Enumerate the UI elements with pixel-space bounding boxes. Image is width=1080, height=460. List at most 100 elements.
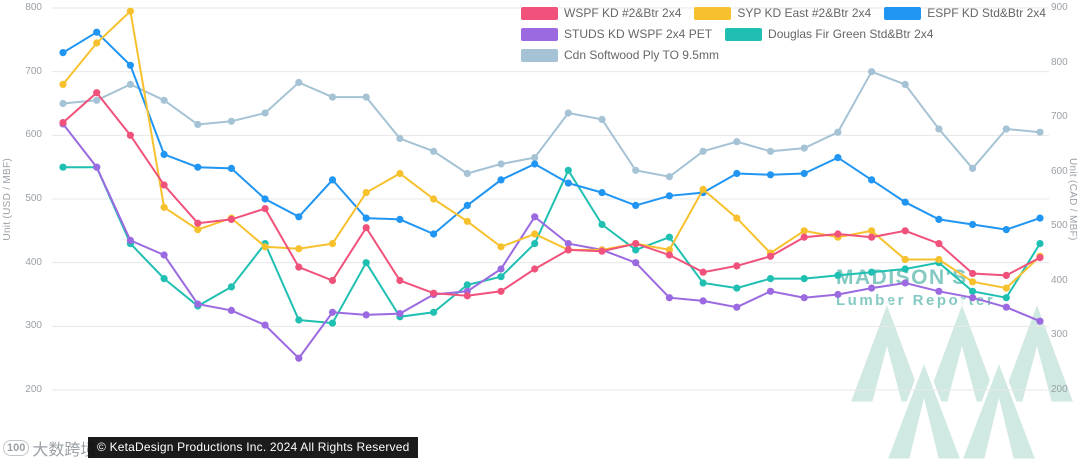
data-point xyxy=(632,201,640,209)
data-point xyxy=(665,246,674,254)
data-point xyxy=(699,268,707,276)
data-point xyxy=(396,134,404,143)
data-point xyxy=(362,214,370,222)
data-point xyxy=(362,189,370,197)
data-point xyxy=(598,246,606,254)
chart-legend: WSPF KD #2&Btr 2x4 SYP KD East #2&Btr 2x4… xyxy=(521,6,1073,62)
data-point xyxy=(328,176,337,184)
legend-item-wspf-kd-2-btr-2x4[interactable]: WSPF KD #2&Btr 2x4 xyxy=(521,6,681,20)
data-point xyxy=(362,93,370,101)
data-point xyxy=(59,80,67,88)
data-point xyxy=(328,93,337,101)
data-point xyxy=(868,68,876,76)
data-point xyxy=(126,61,134,69)
series-line xyxy=(62,70,1041,178)
data-point xyxy=(497,287,505,295)
data-point xyxy=(665,251,674,259)
data-point xyxy=(766,275,775,283)
data-point xyxy=(160,251,168,259)
data-point xyxy=(194,302,202,310)
legend-item-espf-kd-std-btr-2x4[interactable]: ESPF KD Std&Btr 2x4 xyxy=(884,6,1046,20)
data-point xyxy=(295,213,303,221)
data-point xyxy=(430,308,438,316)
legend-swatch xyxy=(521,6,558,20)
data-point xyxy=(665,173,674,181)
left-tick-700: 700 xyxy=(25,65,42,77)
right-tick-500: 500 xyxy=(1051,220,1068,232)
right-tick-400: 400 xyxy=(1051,274,1068,286)
legend-label: ESPF KD Std&Btr 2x4 xyxy=(927,6,1046,20)
data-point xyxy=(1002,226,1010,234)
data-point xyxy=(497,273,505,281)
cn-watermark-text: 大数跨境 xyxy=(32,442,97,459)
data-point xyxy=(1002,125,1010,133)
data-point xyxy=(93,163,101,171)
data-point xyxy=(261,243,269,251)
data-point xyxy=(463,169,471,178)
legend-item-syp-kd-east-2-btr-2x4[interactable]: SYP KD East #2&Btr 2x4 xyxy=(694,6,871,20)
data-point xyxy=(126,236,134,244)
madisons-trees-logo xyxy=(846,298,1078,460)
data-point xyxy=(699,185,707,193)
copyright-badge: © KetaDesign Productions Inc. 2024 All R… xyxy=(88,437,419,458)
data-point xyxy=(699,297,707,305)
data-point xyxy=(93,39,101,47)
right-tick-300: 300 xyxy=(1051,329,1068,341)
data-point xyxy=(194,300,202,308)
data-point xyxy=(59,49,67,57)
data-point xyxy=(126,7,134,15)
data-point xyxy=(497,265,505,273)
data-point xyxy=(564,166,572,174)
data-point xyxy=(430,289,438,297)
legend-label: Cdn Softwood Ply TO 9.5mm xyxy=(564,48,719,62)
data-point xyxy=(160,275,168,283)
data-point xyxy=(766,252,775,260)
data-point xyxy=(834,233,842,241)
data-point xyxy=(699,147,707,155)
data-point xyxy=(598,247,606,255)
data-point xyxy=(935,255,943,264)
data-point xyxy=(733,284,741,292)
data-point xyxy=(699,279,707,287)
left-tick-500: 500 xyxy=(25,193,42,204)
data-point xyxy=(733,262,741,270)
data-point xyxy=(328,308,337,316)
data-point xyxy=(463,217,471,225)
legend-swatch xyxy=(521,48,558,62)
data-point xyxy=(59,119,67,127)
data-point xyxy=(564,240,572,248)
left-tick-600: 600 xyxy=(25,129,42,141)
data-point xyxy=(463,281,471,289)
data-point xyxy=(598,220,606,229)
data-point xyxy=(665,233,674,241)
data-point xyxy=(362,259,370,267)
right-tick-800: 800 xyxy=(1051,56,1068,68)
data-point xyxy=(935,240,943,248)
legend-item-cdn-softwood-ply-to-9-5mm[interactable]: Cdn Softwood Ply TO 9.5mm xyxy=(521,48,719,62)
data-point xyxy=(430,230,438,238)
data-point xyxy=(901,198,909,206)
data-point xyxy=(834,128,842,136)
data-point xyxy=(766,171,775,179)
data-point xyxy=(463,201,471,209)
data-point xyxy=(59,163,67,171)
data-point xyxy=(632,240,640,248)
legend-item-studs-kd-wspf-2x4-pet[interactable]: STUDS KD WSPF 2x4 PET xyxy=(521,27,712,41)
data-point xyxy=(531,230,539,238)
right-axis-title: Unit (CAD / MBF) xyxy=(1067,158,1078,241)
legend-item-douglas-fir-green-std-btr-2x4[interactable]: Douglas Fir Green Std&Btr 2x4 xyxy=(725,27,933,41)
left-tick-300: 300 xyxy=(25,320,42,332)
cn-watermark-logo: 100 xyxy=(3,440,30,456)
data-point xyxy=(733,138,741,146)
left-tick-200: 200 xyxy=(25,384,42,395)
data-point xyxy=(497,160,505,168)
data-point xyxy=(531,240,539,248)
data-point xyxy=(834,154,842,162)
right-tick-900: 900 xyxy=(1051,2,1068,13)
data-point xyxy=(261,321,269,329)
data-point xyxy=(295,316,303,324)
data-point xyxy=(531,154,539,162)
data-point xyxy=(1036,128,1044,136)
data-point xyxy=(93,89,101,97)
